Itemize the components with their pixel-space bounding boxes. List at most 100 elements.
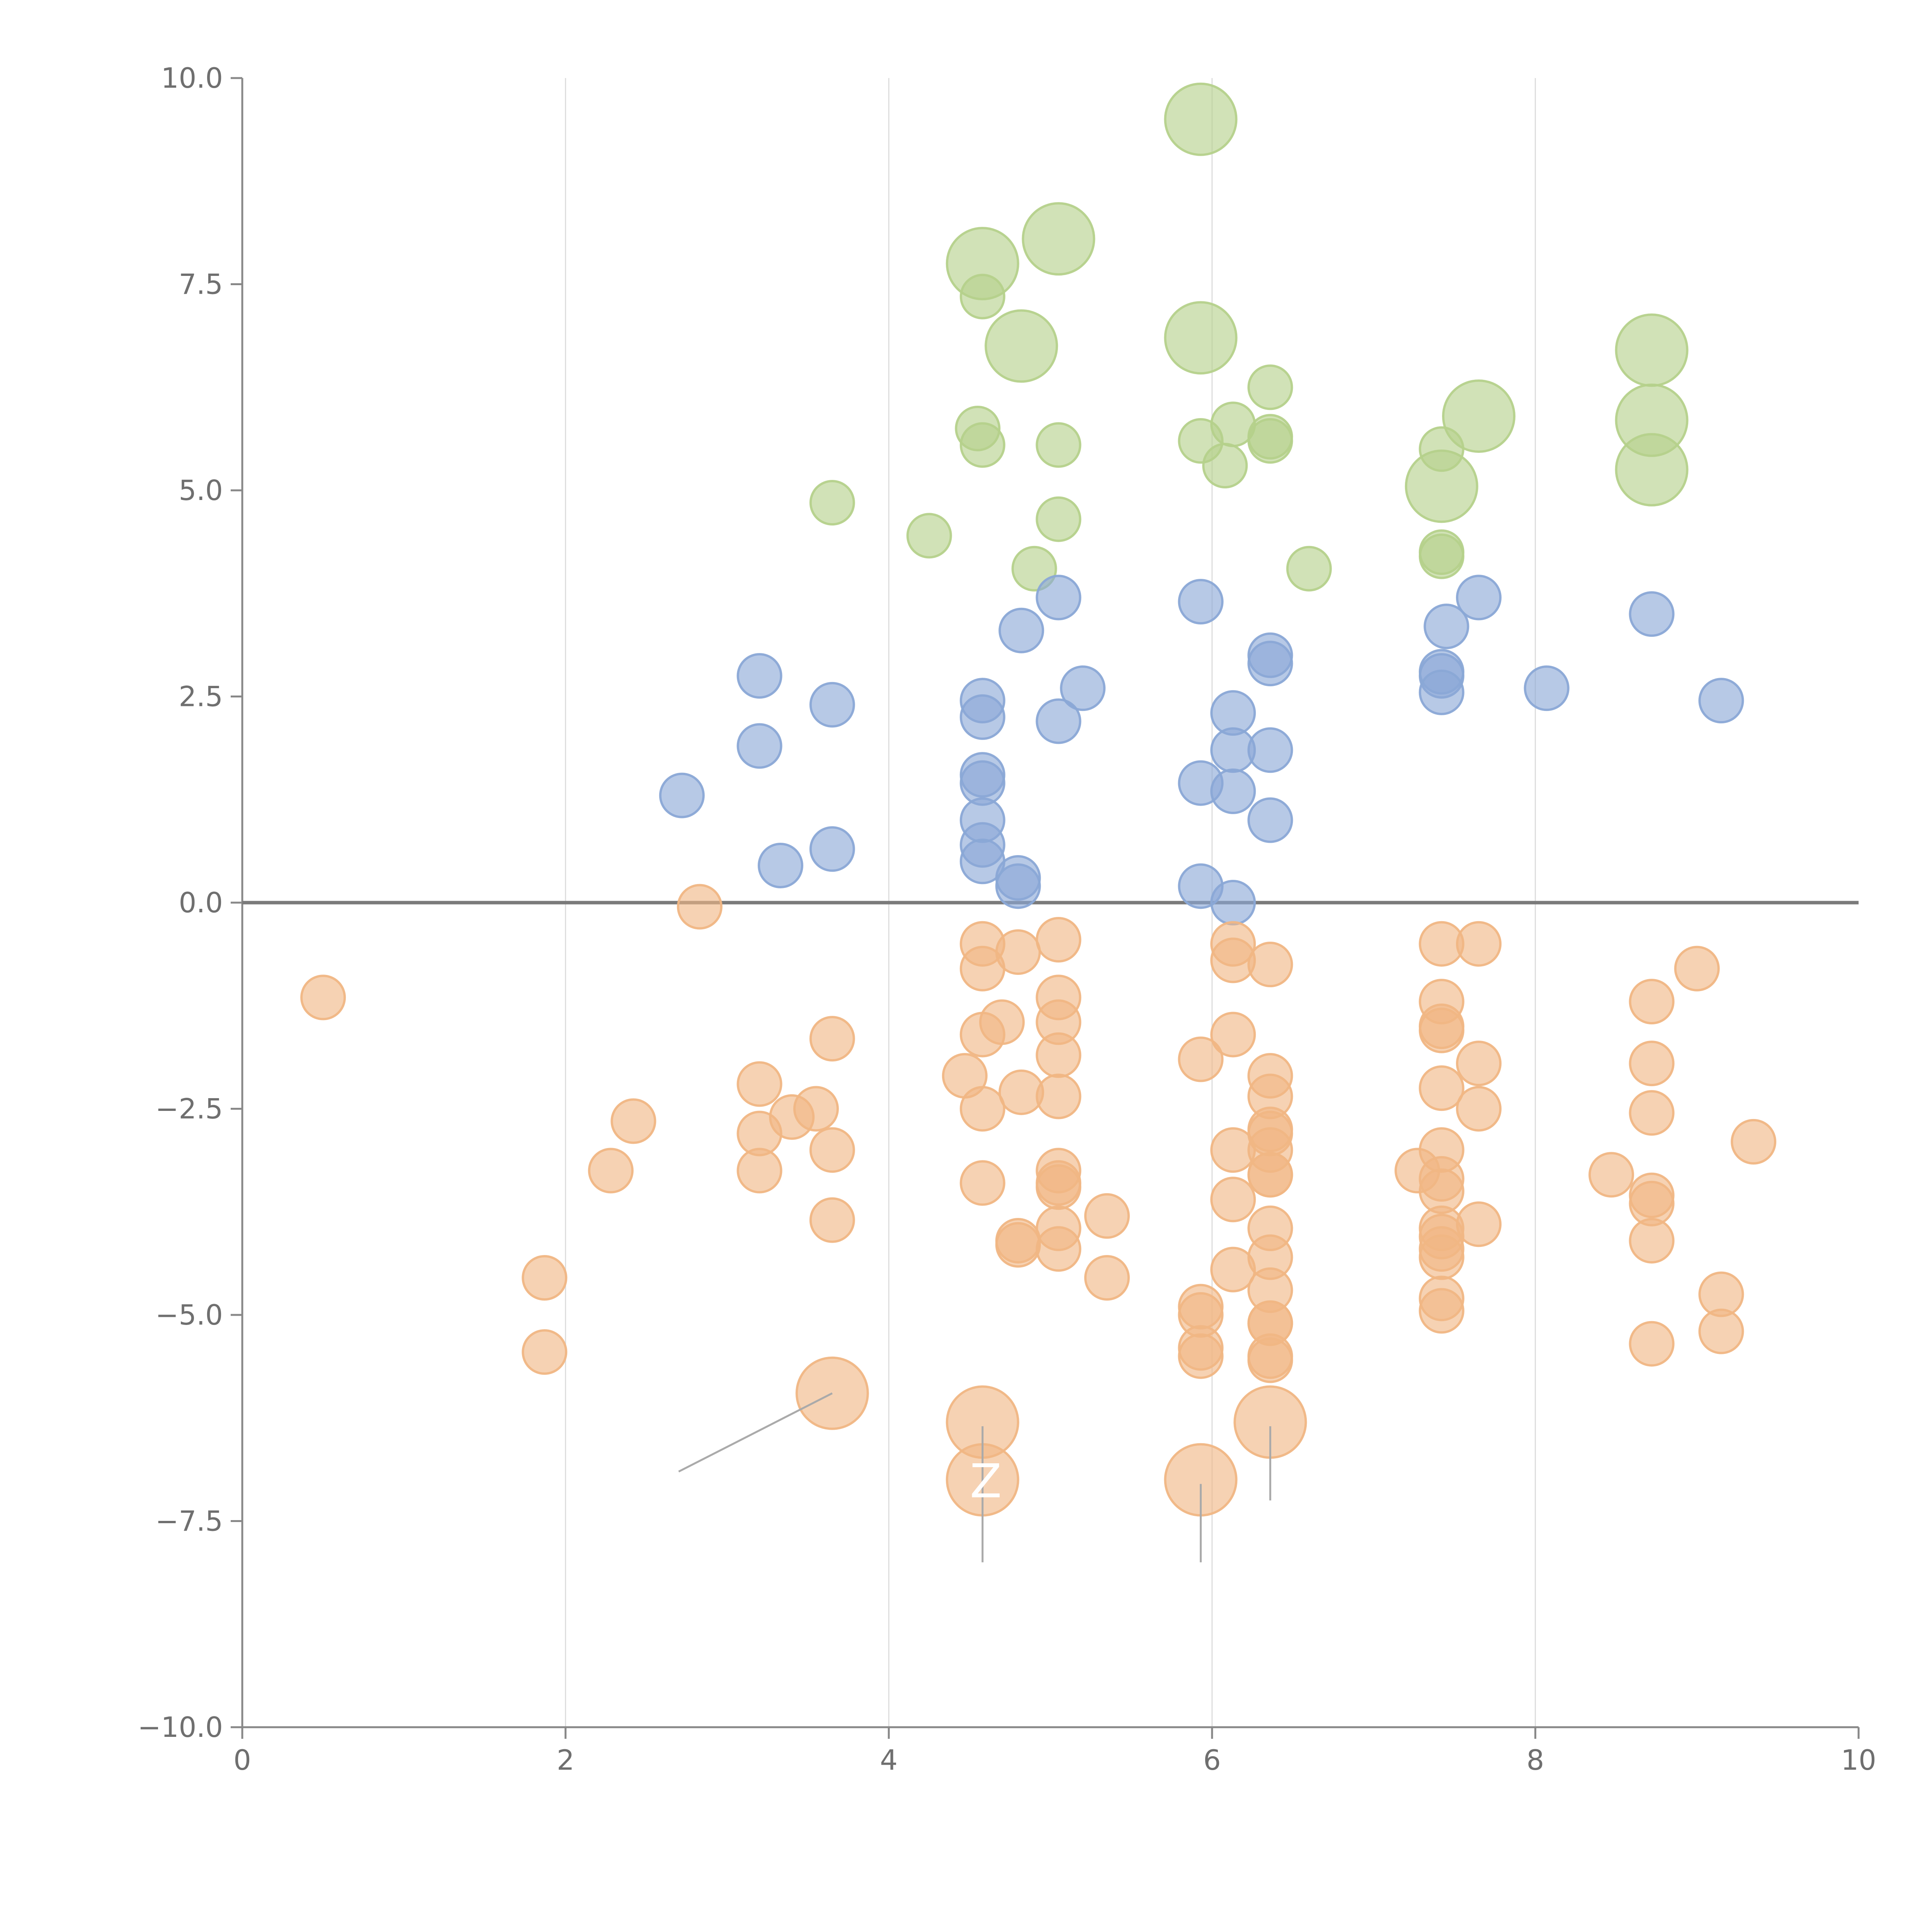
leader-line [678,1392,833,1473]
data-point-green [1247,364,1293,410]
data-point-orange [1418,1288,1464,1334]
data-point-orange [1456,1086,1502,1132]
x-tick-label: 6 [1203,1744,1221,1776]
data-point-green [1036,422,1082,468]
data-point-green [1615,433,1689,507]
data-point-orange [1210,1247,1256,1293]
data-point-orange [959,1012,1005,1058]
leader-lines [678,1392,1271,1563]
data-point-blue [1456,575,1502,621]
data-point-blue [1210,880,1256,925]
y-tick-label: −7.5 [155,1505,223,1537]
annotation-label: Z [970,1455,1002,1509]
data-point-blue [1247,641,1293,687]
data-point-orange [1247,942,1293,988]
data-point-green [1286,546,1332,592]
data-point-orange [1036,1032,1082,1078]
data-point-orange [1178,1036,1224,1082]
data-point-orange [1588,1152,1634,1198]
data-point-orange [1629,1041,1675,1087]
x-tick-label: 4 [880,1744,898,1776]
data-point-orange [1629,1090,1675,1136]
data-point-orange [736,1061,782,1107]
data-point-blue [659,772,705,818]
data-point-green [1418,426,1464,472]
data-point-green [1164,301,1238,375]
data-point-blue [1210,768,1256,814]
data-point-orange [1036,1226,1082,1272]
y-tick-label: 2.5 [179,680,223,713]
y-tick-label: 5.0 [179,474,223,507]
x-tick-label: 10 [1841,1744,1876,1776]
data-point-orange [809,1127,855,1173]
x-tick-label: 2 [557,1744,575,1776]
data-point-green [959,422,1005,468]
data-point-orange [809,1016,855,1062]
data-point-orange [1674,946,1720,992]
data-point-blue [1060,665,1106,711]
data-point-green [1202,442,1248,488]
data-point-orange [1178,1333,1224,1379]
data-point-blue [1178,579,1224,625]
y-tick-label: 10.0 [161,62,223,94]
data-point-green [1022,202,1095,276]
data-point-orange [809,1197,855,1243]
data-point-blue [809,826,855,872]
data-point-orange [1036,917,1082,963]
data-point-blue [1036,575,1082,621]
axes: 0 2 4 6 8 10 10.0 7.5 5.0 2.5 0.0 −2.5 −5.0 −7.5 −10.0 [138,62,1876,1776]
data-point-blue [995,863,1041,909]
data-point-orange [1629,1218,1675,1264]
data-point-orange [1210,1012,1256,1058]
data-point-blue [1629,591,1675,637]
data-point-orange [959,1086,1005,1132]
data-point-green [1164,82,1238,156]
data-point-orange [1418,1065,1464,1111]
x-tick-label: 0 [233,1744,251,1776]
x-tick-label: 8 [1526,1744,1544,1776]
data-point-blue [1036,698,1082,744]
data-point-orange [995,929,1041,975]
data-point-blue [809,682,855,728]
data-point-orange [959,1160,1005,1206]
data-point-blue [736,653,782,699]
data-point-blue [998,607,1044,653]
data-point-blue [1247,797,1293,843]
data-point-blue [1698,678,1744,724]
data-point-orange [300,975,346,1020]
data-point-blue [1524,665,1570,711]
data-point-blue [1418,669,1464,715]
data-point-orange [1418,1007,1464,1053]
data-point-orange [522,1255,568,1301]
data-points [300,82,1777,1517]
y-tick-label: −10.0 [138,1711,223,1743]
data-point-orange [677,884,723,930]
data-point-green [1418,533,1464,579]
data-point-green [1247,418,1293,464]
y-tick-label: −2.5 [155,1093,223,1125]
data-point-orange [1456,1041,1502,1087]
data-point-orange [995,1222,1041,1268]
data-point-orange [1731,1119,1777,1165]
data-point-orange [1247,1152,1293,1198]
data-point-orange [1629,1321,1675,1367]
data-point-green [1036,496,1082,542]
data-point-green [1442,379,1515,453]
data-point-green [809,480,855,526]
y-tick-label: 7.5 [179,268,223,301]
data-point-orange [1629,979,1675,1025]
data-point-orange [736,1148,782,1194]
data-point-orange [588,1148,634,1194]
data-point-orange [1210,1177,1256,1223]
data-point-green [959,274,1005,320]
data-point-blue [757,842,803,888]
data-point-blue [1247,727,1293,773]
data-point-orange [1084,1255,1130,1301]
data-point-orange [611,1098,656,1144]
data-point-orange [522,1329,568,1375]
data-point-orange [1698,1308,1744,1354]
data-point-green [906,513,952,559]
data-point-blue [1423,604,1469,650]
